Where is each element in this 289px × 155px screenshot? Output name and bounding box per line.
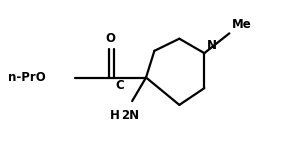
Text: 2N: 2N: [121, 109, 139, 122]
Text: Me: Me: [232, 18, 252, 31]
Text: C: C: [115, 79, 124, 92]
Text: N: N: [207, 39, 217, 52]
Text: O: O: [105, 32, 115, 45]
Text: H: H: [110, 109, 120, 122]
Text: n-PrO: n-PrO: [8, 71, 46, 84]
